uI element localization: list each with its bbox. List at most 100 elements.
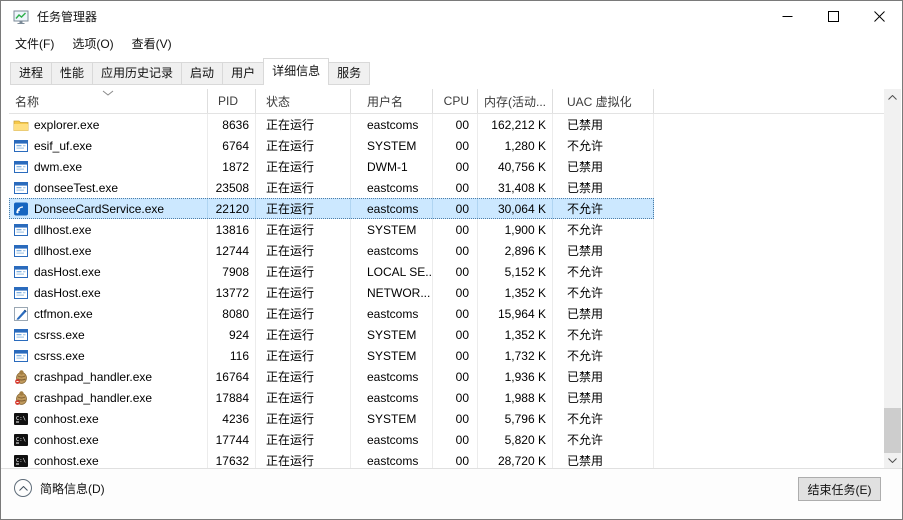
minimize-button[interactable] bbox=[764, 1, 810, 32]
cell-user: NETWOR... bbox=[351, 282, 433, 303]
chevron-up-icon bbox=[18, 485, 28, 491]
table-row[interactable]: ctfmon.exe 8080 正在运行 eastcoms 00 15,964 K 已禁用 bbox=[9, 303, 654, 324]
cell-cpu: 00 bbox=[433, 366, 478, 387]
menu-item[interactable]: 文件(F) bbox=[15, 36, 55, 51]
fewer-details-toggle[interactable]: 简略信息(D) bbox=[14, 479, 105, 497]
menu-item[interactable]: 选项(O) bbox=[72, 36, 114, 51]
process-name: donseeTest.exe bbox=[34, 180, 119, 195]
close-button[interactable] bbox=[856, 1, 902, 32]
cell-status: 正在运行 bbox=[256, 282, 351, 303]
cell-pid: 8636 bbox=[208, 114, 256, 135]
table-row[interactable]: csrss.exe 116 正在运行 SYSTEM 00 1,732 K 不允许 bbox=[9, 345, 654, 366]
cell-status: 正在运行 bbox=[256, 240, 351, 261]
tab-item[interactable]: 启动 bbox=[182, 62, 224, 85]
scroll-down-button[interactable] bbox=[884, 452, 901, 469]
cell-user: SYSTEM bbox=[351, 219, 433, 240]
caption-buttons bbox=[764, 1, 902, 32]
cell-pid: 13772 bbox=[208, 282, 256, 303]
cell-status: 正在运行 bbox=[256, 429, 351, 450]
tab-item[interactable]: 性能 bbox=[52, 62, 94, 85]
cell-status: 正在运行 bbox=[256, 324, 351, 345]
cell-status: 正在运行 bbox=[256, 177, 351, 198]
cell-pid: 6764 bbox=[208, 135, 256, 156]
tab-item[interactable]: 进程 bbox=[10, 62, 53, 85]
app-window-icon bbox=[13, 180, 29, 196]
column-header-uac[interactable]: UAC 虚拟化 bbox=[553, 89, 654, 113]
cell-uac: 不允许 bbox=[553, 261, 654, 282]
table-row[interactable]: crashpad_handler.exe 16764 正在运行 eastcoms 00 1… bbox=[9, 366, 654, 387]
cell-uac: 已禁用 bbox=[553, 240, 654, 261]
bug-icon bbox=[13, 390, 29, 406]
cell-user: LOCAL SE... bbox=[351, 261, 433, 282]
table-row-selected[interactable]: DonseeCardService.exe 22120 正在运行 eastcoms 00… bbox=[9, 198, 654, 219]
column-header-user[interactable]: 用户名 bbox=[351, 89, 433, 113]
cell-name: C:\ conhost.exe bbox=[9, 429, 208, 450]
cell-name: dwm.exe bbox=[9, 156, 208, 177]
process-name: crashpad_handler.exe bbox=[34, 369, 153, 384]
vertical-scrollbar[interactable] bbox=[884, 89, 901, 469]
details-table: 名称 PID 状态 用户名 CPU 内存(活动... UAC 虚拟化 explorer.ex… bbox=[9, 89, 885, 469]
cell-name: dasHost.exe bbox=[9, 282, 208, 303]
table-row[interactable]: esif_uf.exe 6764 正在运行 SYSTEM 00 1,280 K 不允许 bbox=[9, 135, 654, 156]
cell-cpu: 00 bbox=[433, 282, 478, 303]
cell-name: esif_uf.exe bbox=[9, 135, 208, 156]
end-task-button[interactable]: 结束任务(E) bbox=[798, 477, 881, 501]
process-name: esif_uf.exe bbox=[34, 138, 93, 153]
tab-item[interactable]: 用户 bbox=[223, 62, 265, 85]
cell-pid: 4236 bbox=[208, 408, 256, 429]
menu-item[interactable]: 查看(V) bbox=[131, 36, 172, 51]
tab-details-active[interactable]: 详细信息 bbox=[263, 58, 330, 85]
cell-user: SYSTEM bbox=[351, 345, 433, 366]
table-row[interactable]: C:\ conhost.exe 4236 正在运行 SYSTEM 00 5,796 K 不允许 bbox=[9, 408, 654, 429]
cell-cpu: 00 bbox=[433, 219, 478, 240]
table-row[interactable]: C:\ conhost.exe 17632 正在运行 eastcoms 00 28,720 … bbox=[9, 450, 654, 469]
cell-mem: 1,352 K bbox=[478, 324, 553, 345]
maximize-button[interactable] bbox=[810, 1, 856, 32]
process-name: csrss.exe bbox=[34, 348, 85, 363]
table-row[interactable]: donseeTest.exe 23508 正在运行 eastcoms 00 31,408 … bbox=[9, 177, 654, 198]
process-name: DonseeCardService.exe bbox=[34, 201, 165, 216]
cell-mem: 2,896 K bbox=[478, 240, 553, 261]
column-header-cpu[interactable]: CPU bbox=[433, 89, 478, 113]
cell-pid: 7908 bbox=[208, 261, 256, 282]
table-row[interactable]: dasHost.exe 13772 正在运行 NETWOR... 00 1,352 K 不允… bbox=[9, 282, 654, 303]
cell-user: eastcoms bbox=[351, 240, 433, 261]
app-window-icon bbox=[13, 243, 29, 259]
cell-name: C:\ conhost.exe bbox=[9, 450, 208, 469]
cell-name: crashpad_handler.exe bbox=[9, 387, 208, 408]
cell-cpu: 00 bbox=[433, 408, 478, 429]
cell-uac: 不允许 bbox=[553, 219, 654, 240]
tab-item[interactable]: 服务 bbox=[329, 62, 371, 85]
table-row[interactable]: csrss.exe 924 正在运行 SYSTEM 00 1,352 K 不允许 bbox=[9, 324, 654, 345]
table-row[interactable]: dwm.exe 1872 正在运行 DWM-1 00 40,756 K 已禁用 bbox=[9, 156, 654, 177]
tabstrip: 进程 性能 应用历史记录 启动 用户 详细信息 服务 bbox=[1, 57, 902, 85]
cell-mem: 40,756 K bbox=[478, 156, 553, 177]
column-header-mem[interactable]: 内存(活动... bbox=[478, 89, 553, 113]
process-name: dasHost.exe bbox=[34, 285, 101, 300]
column-header-pid[interactable]: PID bbox=[208, 89, 256, 113]
table-row[interactable]: dllhost.exe 12744 正在运行 eastcoms 00 2,896 K 已禁用 bbox=[9, 240, 654, 261]
sort-descending-icon bbox=[102, 90, 114, 96]
table-row[interactable]: C:\ conhost.exe 17744 正在运行 eastcoms 00 5,820 K… bbox=[9, 429, 654, 450]
cell-user: eastcoms bbox=[351, 450, 433, 469]
column-header-status[interactable]: 状态 bbox=[256, 89, 351, 113]
process-name: csrss.exe bbox=[34, 327, 85, 342]
cell-mem: 5,796 K bbox=[478, 408, 553, 429]
cell-name: dllhost.exe bbox=[9, 240, 208, 261]
cell-uac: 不允许 bbox=[553, 429, 654, 450]
cell-cpu: 00 bbox=[433, 135, 478, 156]
scroll-up-button[interactable] bbox=[884, 89, 901, 106]
cell-status: 正在运行 bbox=[256, 387, 351, 408]
table-row[interactable]: dllhost.exe 13816 正在运行 SYSTEM 00 1,900 K 不允许 bbox=[9, 219, 654, 240]
chevron-down-icon bbox=[888, 458, 897, 463]
cell-cpu: 00 bbox=[433, 156, 478, 177]
scrollbar-thumb[interactable] bbox=[884, 408, 901, 453]
cell-user: eastcoms bbox=[351, 429, 433, 450]
tab-item[interactable]: 应用历史记录 bbox=[93, 62, 183, 85]
cell-status: 正在运行 bbox=[256, 135, 351, 156]
column-header-name[interactable]: 名称 bbox=[9, 89, 208, 113]
table-row[interactable]: crashpad_handler.exe 17884 正在运行 eastcoms 00 1… bbox=[9, 387, 654, 408]
